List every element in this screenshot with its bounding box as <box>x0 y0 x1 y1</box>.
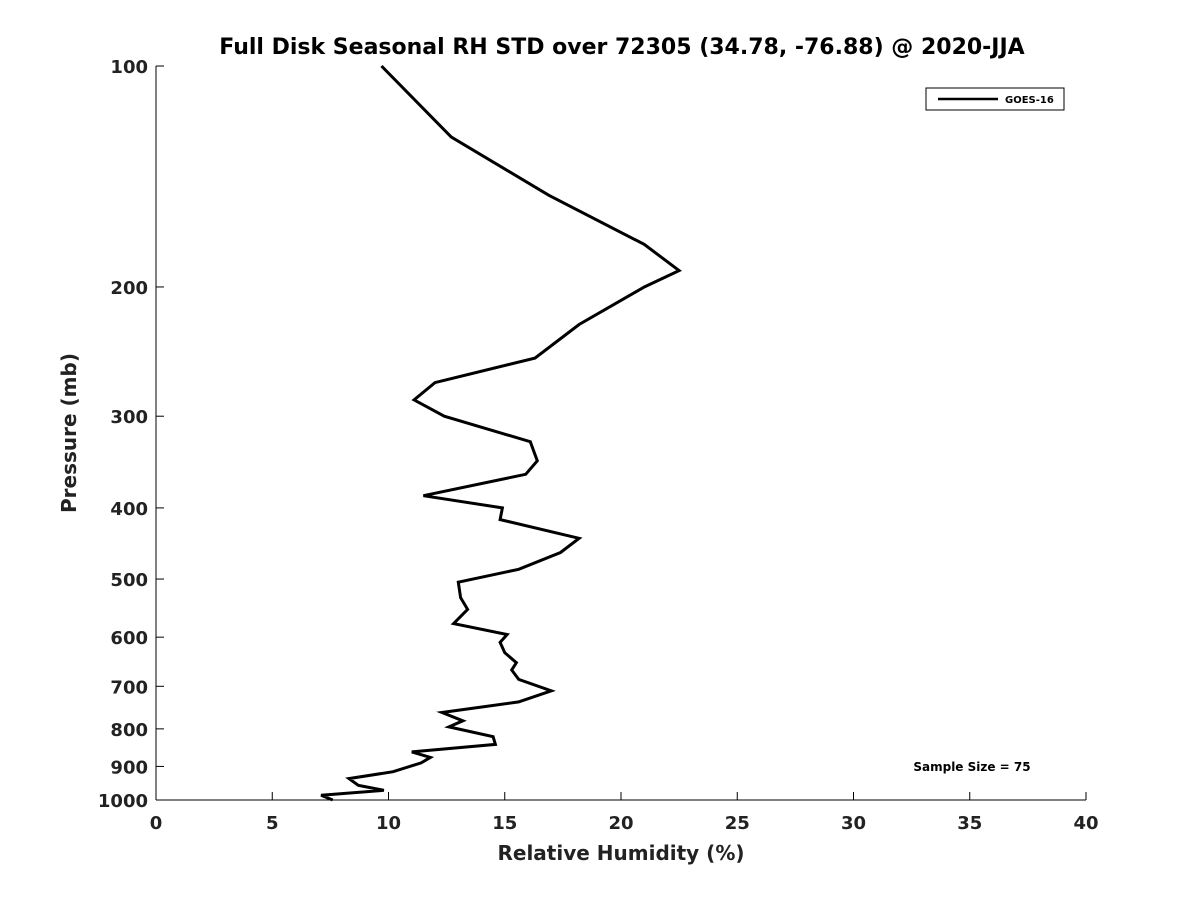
y-tick-label: 600 <box>110 628 148 649</box>
x-tick-label: 30 <box>841 813 866 834</box>
x-tick-label: 10 <box>376 813 401 834</box>
x-tick-label: 25 <box>725 813 750 834</box>
sample-size-annotation: Sample Size = 75 <box>913 760 1030 774</box>
y-tick-label: 300 <box>110 407 148 428</box>
y-tick-label: 100 <box>110 57 148 78</box>
y-axis-ticks: 100 200 300 400 500 600 700 800 900 1000 <box>98 57 164 812</box>
legend-entry-goes16: GOES-16 <box>1005 95 1054 106</box>
y-tick-label: 200 <box>110 278 148 299</box>
y-tick-label: 1000 <box>98 791 148 812</box>
y-tick-label: 800 <box>110 720 148 741</box>
y-tick-label: 400 <box>110 499 148 520</box>
x-tick-label: 0 <box>150 813 163 834</box>
series-line-goes-16 <box>320 64 682 802</box>
x-tick-label: 40 <box>1073 813 1098 834</box>
y-tick-label: 700 <box>110 677 148 698</box>
x-tick-label: 35 <box>957 813 982 834</box>
series-layer <box>320 64 682 802</box>
x-axis-ticks: 0 5 10 15 20 25 30 35 40 <box>150 792 1099 834</box>
legend: GOES-16 <box>925 87 1065 111</box>
y-axis-label: Pressure (mb) <box>57 353 81 513</box>
chart-title: Full Disk Seasonal RH STD over 72305 (34… <box>219 35 1024 60</box>
x-tick-label: 5 <box>266 813 279 834</box>
y-tick-label: 900 <box>110 757 148 778</box>
x-axis-label: Relative Humidity (%) <box>497 841 744 865</box>
x-tick-label: 20 <box>608 813 633 834</box>
plot-area: 0 5 10 15 20 25 30 35 40 100 200 300 400 500 600 700 80… <box>98 57 1099 834</box>
x-tick-label: 15 <box>492 813 517 834</box>
y-tick-label: 500 <box>110 570 148 591</box>
